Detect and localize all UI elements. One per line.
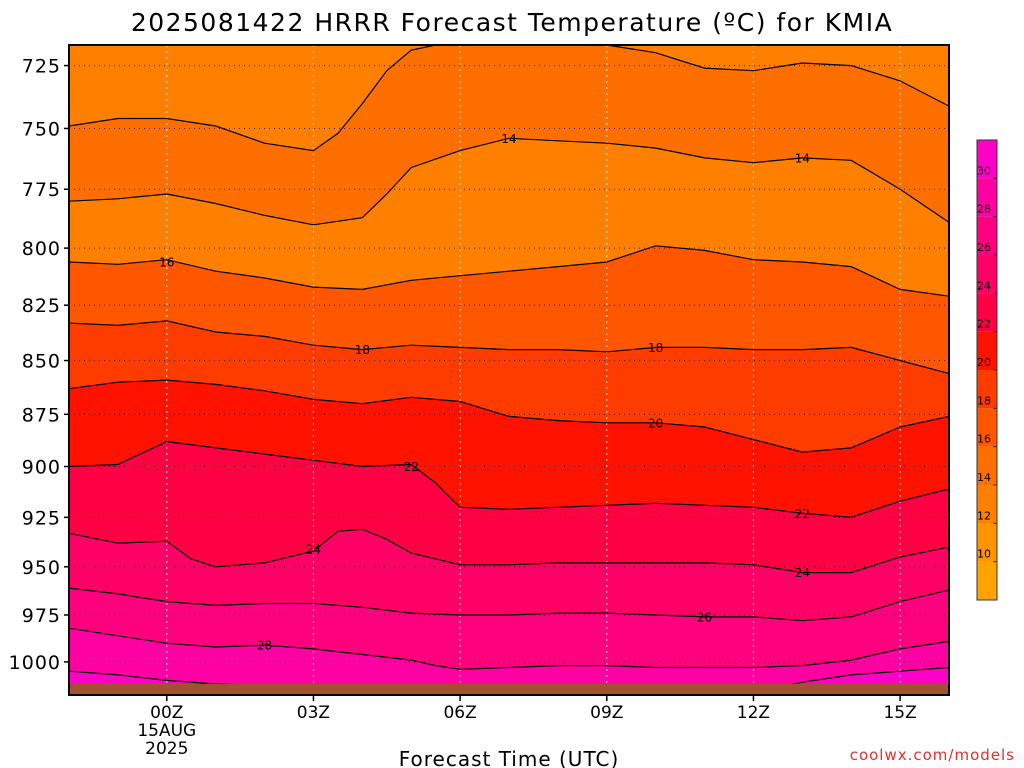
x-tick-label: 15Z (883, 703, 916, 723)
contour-label: 16 (159, 255, 174, 269)
y-tick-label: 825 (22, 295, 61, 317)
y-tick-label: 950 (22, 557, 61, 579)
x-tick-label: 12Z (737, 703, 770, 723)
x-tick-label: 2025 (145, 739, 188, 759)
y-tick-label: 725 (22, 56, 61, 78)
x-axis-label: Forecast Time (UTC) (399, 747, 620, 768)
colorbar-swatch (977, 523, 997, 562)
colorbar: 10 12 14 16 18 20 22 24 26 28 30 (976, 139, 998, 601)
fill-band (69, 628, 949, 695)
contour-label: 26 (697, 610, 712, 624)
y-tick-label: 1000 (9, 652, 61, 674)
colorbar-swatch (977, 178, 997, 217)
contour-label: 24 (795, 566, 810, 580)
contour-line (68, 528, 950, 574)
contour-line (68, 440, 950, 518)
y-tick-label: 975 (22, 605, 61, 627)
colorbar-swatch (977, 446, 997, 485)
y-axis: 725 750 775 800 825 850 875 900 925 950 975 1000 (9, 56, 69, 674)
chart-title: 2025081422 HRRR Forecast Temperature (ºC… (131, 8, 893, 37)
colorbar-tick-label: 20 (977, 356, 991, 369)
y-tick-label: 800 (22, 238, 61, 260)
x-tick-label: 06Z (443, 703, 476, 723)
plot-fills (69, 45, 949, 696)
colorbar-swatch (977, 216, 997, 255)
colorbar-tick-label: 10 (977, 548, 991, 561)
contour-label: 24 (306, 543, 321, 557)
contour-line (68, 320, 950, 375)
contour-line (68, 379, 950, 453)
colorbar-swatch (977, 370, 997, 409)
colorbar-tick-label: 26 (977, 241, 991, 254)
colorbar-swatch (977, 293, 997, 332)
y-tick-label: 750 (22, 118, 61, 140)
y-tick-label: 875 (22, 404, 61, 426)
contour-label: 22 (404, 460, 419, 474)
credit-text: coolwx.com/models (850, 746, 1015, 764)
colorbar-swatch (977, 561, 997, 600)
contour-label: 22 (795, 507, 810, 521)
colorbar-tick-label: 22 (977, 318, 991, 331)
colorbar-swatch (977, 140, 997, 179)
colorbar-swatch (977, 331, 997, 370)
contour-label: 20 (648, 416, 663, 430)
contour-label: 18 (355, 343, 370, 357)
contour-label: 14 (795, 151, 810, 165)
contour-label: 28 (257, 639, 272, 653)
y-tick-label: 900 (22, 457, 61, 479)
contour-line (68, 137, 950, 226)
colorbar-tick-label: 16 (977, 433, 991, 446)
x-tick-label: 03Z (297, 703, 330, 723)
contour-labels: 14 14 16 18 18 20 22 22 24 24 26 28 (159, 132, 810, 653)
colorbar-tick-label: 12 (977, 509, 991, 522)
ground-surface (69, 684, 949, 695)
contour-label: 14 (501, 132, 516, 146)
colorbar-tick-label: 24 (977, 279, 991, 292)
x-tick-label: 00Z (150, 703, 183, 723)
contour-label: 18 (648, 341, 663, 355)
y-tick-label: 850 (22, 351, 61, 373)
y-tick-label: 925 (22, 507, 61, 529)
colorbar-tick-label: 28 (977, 203, 991, 216)
colorbar-tick-label: 30 (977, 164, 991, 177)
colorbar-swatch (977, 255, 997, 294)
ground-fill (69, 684, 949, 695)
x-tick-label: 09Z (590, 703, 623, 723)
y-tick-label: 775 (22, 179, 61, 201)
colorbar-swatch (977, 408, 997, 447)
x-tick-label: 15AUG (137, 721, 196, 741)
contour-line (68, 587, 950, 622)
colorbar-tick-label: 18 (977, 394, 991, 407)
contour-line (68, 627, 950, 670)
colorbar-tick-label: 14 (977, 471, 991, 484)
plot-frame (68, 44, 950, 696)
colorbar-swatch (977, 485, 997, 524)
contour-line (68, 245, 950, 297)
